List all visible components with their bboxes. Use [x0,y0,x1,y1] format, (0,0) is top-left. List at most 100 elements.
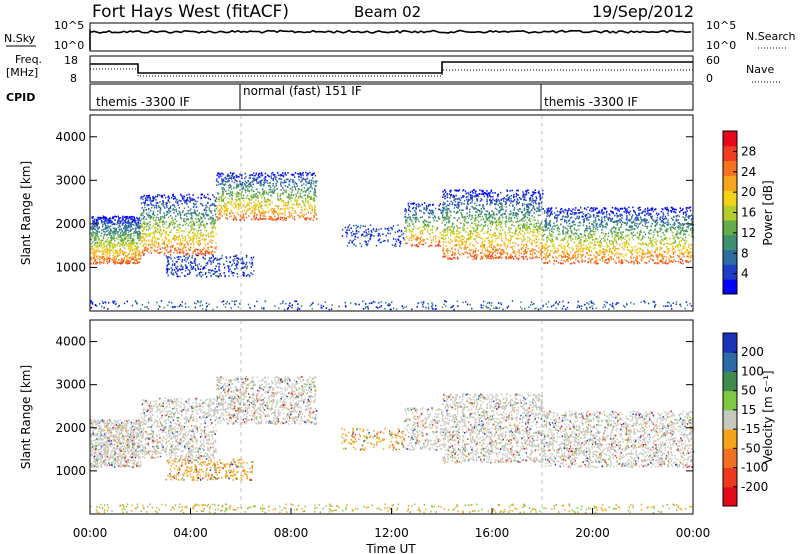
echo-cell [490,225,492,228]
echo-cell [124,225,126,227]
echo-cell [212,235,215,237]
echo-cell [221,257,223,259]
echo-cell [119,238,121,241]
echo-cell [539,225,541,227]
echo-cell [108,221,110,224]
echo-cell [502,253,504,255]
echo-cell [527,248,529,250]
echo-cell [103,258,105,261]
echo-cell [259,180,261,183]
echo-cell [94,251,96,254]
echo-cell [105,251,107,254]
echo-cell [145,235,147,238]
echo-cell [170,205,172,208]
echo-cell [286,207,288,209]
echo-cell [409,218,411,221]
echo-cell [486,198,488,201]
echo-cell [105,226,107,228]
echo-cell [144,206,146,209]
echo-cell [242,274,244,276]
echo-cell [163,243,165,245]
echo-cell [408,237,411,240]
echo-cell [478,236,481,238]
echo-cell [277,198,279,200]
echo-cell [532,248,534,251]
echo-cell [173,264,176,266]
echo-cell [432,212,435,214]
echo-cell [108,261,110,263]
echo-cell [129,250,131,253]
echo-cell [195,203,197,205]
echo-cell [518,201,520,204]
echo-cell [165,196,167,199]
echo-cell [275,178,277,180]
echo-cell [291,181,294,183]
echo-cell [489,198,491,201]
echo-cell [199,274,201,277]
echo-cell [103,222,106,225]
echo-cell [211,250,214,253]
echo-cell [242,213,245,216]
echo-cell [498,257,500,259]
echo-cell [301,180,303,183]
echo-cell [242,271,244,274]
echo-cell [142,229,145,231]
echo-cell [102,250,105,252]
echo-cell [453,207,456,209]
echo-cell [261,179,263,182]
echo-cell [516,212,518,214]
echo-cell [96,224,98,226]
echo-cell [156,237,158,240]
echo-cell [512,200,514,203]
echo-cell [208,251,210,254]
echo-cell [463,219,466,221]
echo-cell [260,218,262,220]
echo-cell [246,261,248,264]
echo-cell [399,241,401,244]
echo-cell [181,211,184,214]
echo-cell [194,233,196,235]
echo-cell [135,223,137,226]
echo-cell [444,197,446,200]
echo-cell [188,193,190,196]
echo-cell [195,218,197,220]
echo-cell [131,241,133,244]
echo-cell [214,219,216,221]
echo-cell [120,232,122,234]
echo-cell [291,189,294,192]
echo-cell [491,217,494,219]
echo-cell [106,248,108,250]
echo-cell [155,230,157,232]
echo-cell [201,217,203,220]
echo-cell [147,232,150,235]
echo-cell [236,183,238,185]
echo-cell [176,273,178,275]
echo-cell [285,191,287,193]
echo-cell [384,227,386,230]
echo-cell [92,234,94,236]
echo-cell [108,244,111,247]
echo-cell [174,195,176,198]
echo-cell [205,224,207,226]
echo-cell [401,233,403,236]
echo-cell [351,240,353,243]
echo-cell [380,241,382,244]
echo-cell [186,203,188,205]
echo-cell [93,252,95,254]
echo-cell [174,235,176,237]
echo-cell [474,228,477,231]
echo-cell [291,197,294,199]
echo-cell [113,259,115,262]
echo-cell [150,203,153,206]
echo-cell [203,196,205,198]
echo-cell [162,223,164,226]
echo-cell [630,217,633,220]
echo-cell [257,196,259,199]
echo-cell [123,247,126,249]
echo-cell [507,196,509,199]
echo-cell [289,187,291,190]
echo-cell [200,197,202,199]
echo-cell [517,189,519,192]
echo-cell [517,224,520,227]
echo-cell [404,208,407,210]
